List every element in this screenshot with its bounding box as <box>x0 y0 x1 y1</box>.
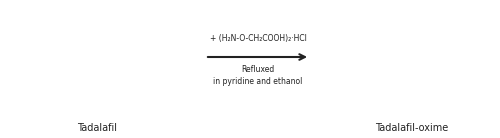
Text: Refluxed: Refluxed <box>242 66 274 75</box>
Text: Tadalafil: Tadalafil <box>77 123 117 133</box>
Text: Tadalafil-oxime: Tadalafil-oxime <box>376 123 448 133</box>
Text: + (H₂N-O-CH₂COOH)₂·HCl: + (H₂N-O-CH₂COOH)₂·HCl <box>210 34 306 43</box>
Text: in pyridine and ethanol: in pyridine and ethanol <box>214 78 302 87</box>
